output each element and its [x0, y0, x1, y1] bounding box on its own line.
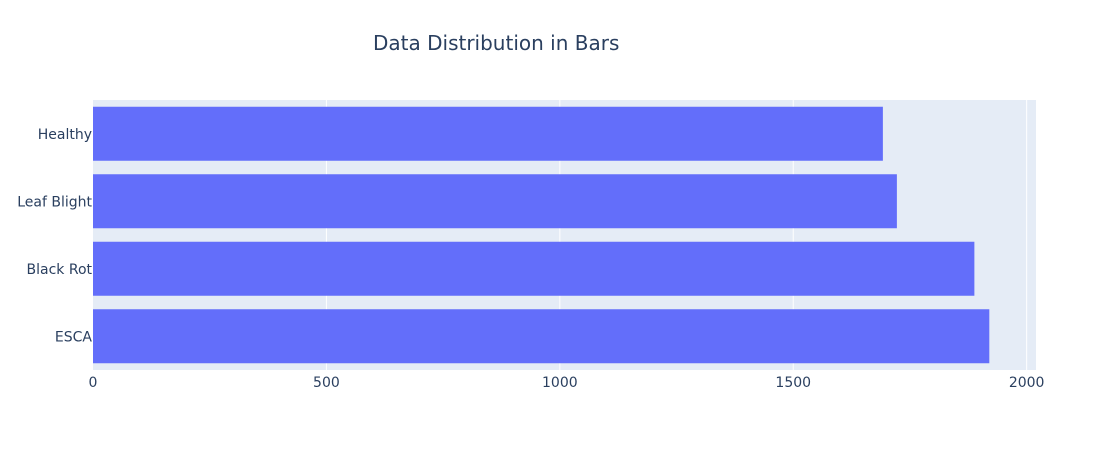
- y-tick-label-healthy: Healthy: [38, 127, 92, 143]
- bar-black-rot: [93, 241, 975, 296]
- x-tick-label-1000: 1000: [542, 375, 578, 391]
- chart-title: Data Distribution in Bars: [373, 31, 619, 55]
- x-tick-label-0: 0: [89, 375, 98, 391]
- y-tick-label-esca: ESCA: [55, 329, 93, 345]
- y-tick-label-black-rot: Black Rot: [27, 262, 93, 278]
- x-tick-label-1500: 1500: [775, 375, 811, 391]
- x-tick-label-2000: 2000: [1009, 375, 1045, 391]
- x-tick-label-500: 500: [313, 375, 340, 391]
- bar-esca: [93, 309, 990, 364]
- bar-leaf-blight: [93, 174, 897, 229]
- bars: [93, 106, 990, 364]
- x-axis-tick-labels: 0 500 1000 1500 2000: [89, 375, 1045, 391]
- bar-healthy: [93, 106, 883, 161]
- y-axis-tick-labels: Healthy Leaf Blight Black Rot ESCA: [17, 127, 92, 346]
- y-tick-label-leaf-blight: Leaf Blight: [17, 194, 92, 210]
